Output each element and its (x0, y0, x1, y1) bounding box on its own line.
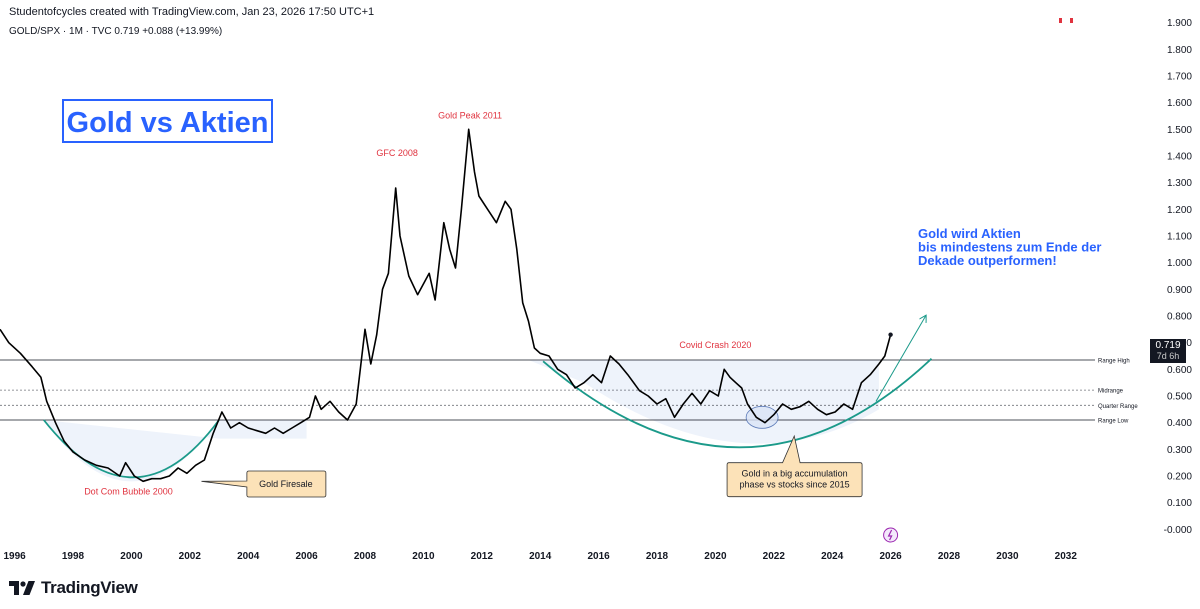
title-box-frame (62, 99, 273, 143)
x-tick-label: 2012 (471, 551, 494, 562)
x-tick-label: 2028 (938, 551, 961, 562)
symbol-info-line: GOLD/SPX · 1M · TVC 0.719 +0.088 (+13.99… (9, 26, 223, 37)
last-price-dot (888, 332, 893, 337)
x-tick-label: 2010 (412, 551, 435, 562)
annotation-covid: Covid Crash 2020 (679, 340, 751, 350)
level-label-1: Midrange (1098, 389, 1124, 395)
x-tick-label: 1996 (3, 551, 26, 562)
annotation-dotcom: Dot Com Bubble 2000 (84, 487, 173, 497)
accumulation-zone-2000s (43, 420, 307, 482)
y-tick-label: 1.100 (1167, 232, 1192, 243)
x-tick-label: 2000 (120, 551, 143, 562)
bar-countdown: 7d 6h (1156, 351, 1180, 361)
gold-spx-series-line (0, 128, 892, 483)
y-tick-label: 0.600 (1167, 365, 1192, 376)
tradingview-logo-icon (9, 581, 35, 595)
x-tick-label: 2016 (587, 551, 610, 562)
y-tick-label: 1.900 (1167, 18, 1192, 29)
y-tick-label: 1.800 (1167, 45, 1192, 56)
x-tick-label: 2014 (529, 551, 552, 562)
brand-name: TradingView (41, 578, 138, 597)
callout-gold-firesale (201, 470, 327, 498)
y-tick-label: 0.400 (1167, 418, 1192, 429)
forecast-arrow (875, 316, 926, 402)
y-tick-label: 1.200 (1167, 205, 1192, 216)
x-tick-label: 2022 (763, 551, 786, 562)
chart-title: Gold vs Aktien (67, 107, 269, 139)
callout-accumulation-line-0: Gold in a big accumulation (742, 469, 848, 479)
y-tick-label: 1.700 (1167, 72, 1192, 83)
x-tick-label: 2026 (879, 551, 902, 562)
double-bottom-highlight (745, 405, 779, 429)
y-tick-label: 0.300 (1167, 445, 1192, 456)
last-price-value: 0.719 (1155, 340, 1181, 351)
x-tick-label: 2006 (295, 551, 318, 562)
forecast-text-line-0: Gold wird Aktien (918, 226, 1021, 241)
x-tick-label: 2032 (1055, 551, 1078, 562)
callout-accumulation (726, 434, 863, 498)
callout-gold-firesale-text: Gold Firesale (259, 479, 313, 489)
y-tick-label: 1.500 (1167, 125, 1192, 136)
top-marker-right (1070, 18, 1073, 23)
level-label-0: Range High (1098, 359, 1130, 365)
x-tick-label: 2002 (179, 551, 202, 562)
x-tick-label: 2024 (821, 551, 844, 562)
y-tick-label: 0.200 (1167, 472, 1192, 483)
forecast-text-line-1: bis mindestens zum Ende der (918, 240, 1102, 255)
top-marker-left (1059, 18, 1062, 23)
x-tick-label: 2018 (646, 551, 669, 562)
y-tick-label: -0.000 (1164, 525, 1193, 536)
annotation-peak: Gold Peak 2011 (438, 111, 502, 121)
flash-bolt-icon (887, 529, 893, 541)
y-tick-label: 1.400 (1167, 152, 1192, 163)
chart-attribution: Studentofcycles created with TradingView… (9, 6, 375, 18)
x-tick-label: 1998 (62, 551, 85, 562)
y-tick-label: 0.500 (1167, 392, 1192, 403)
y-tick-label: 1.000 (1167, 258, 1192, 269)
last-price-label: 0.719 7d 6h (1150, 339, 1186, 363)
level-label-2: Quarter Range (1098, 404, 1138, 410)
event-flash-icon[interactable] (883, 527, 899, 543)
y-tick-label: 0.800 (1167, 312, 1192, 323)
y-tick-label: 0.900 (1167, 285, 1192, 296)
accumulation-zone-2015 (528, 360, 879, 444)
x-tick-label: 2008 (354, 551, 377, 562)
x-tick-label: 2030 (996, 551, 1019, 562)
level-label-3: Range Low (1098, 419, 1129, 425)
y-tick-label: 1.600 (1167, 98, 1192, 109)
tradingview-brand[interactable]: TradingView (9, 578, 138, 598)
bowl-curve-2015 (542, 358, 933, 449)
annotation-gfc: GFC 2008 (376, 148, 418, 158)
callout-accumulation-line-1: phase vs stocks since 2015 (740, 480, 850, 490)
forecast-text-line-2: Dekade outperformen! (918, 253, 1057, 268)
y-tick-label: 1.300 (1167, 178, 1192, 189)
x-tick-label: 2004 (237, 551, 260, 562)
x-tick-label: 2020 (704, 551, 727, 562)
y-tick-label: 0.100 (1167, 498, 1192, 509)
